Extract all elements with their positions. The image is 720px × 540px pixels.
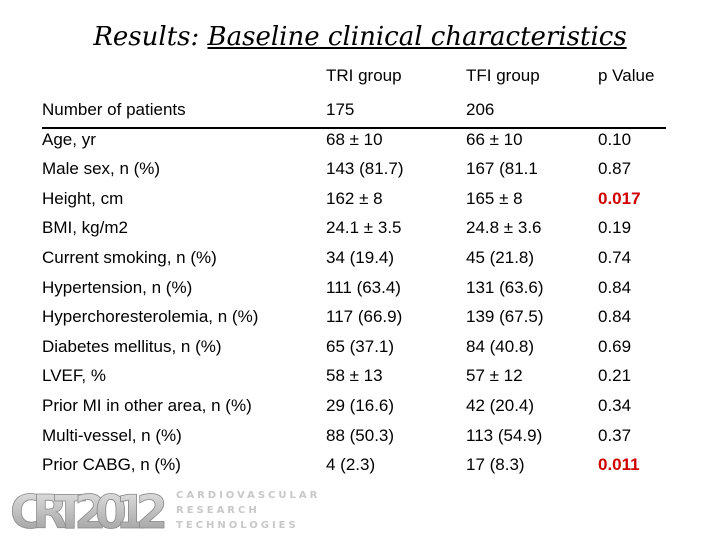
row-label: Age, yr xyxy=(42,130,96,149)
column-header-tfi: TFI group xyxy=(466,66,540,85)
row-label: Height, cm xyxy=(42,189,124,208)
p-value: 0.011 xyxy=(598,455,640,474)
tri-value: 117 (66.9) xyxy=(326,307,403,326)
tfi-value: 165 ± 8 xyxy=(466,189,523,208)
title-main: Baseline clinical characteristics xyxy=(207,22,627,52)
footer-band xyxy=(0,482,720,540)
row-label: Hyperchoresterolemia, n (%) xyxy=(42,307,259,326)
header-rule xyxy=(42,127,666,129)
row-label: Hypertension, n (%) xyxy=(42,278,193,297)
p-value: 0.21 xyxy=(598,366,632,385)
row-label: Diabetes mellitus, n (%) xyxy=(42,337,222,356)
tri-value: 24.1 ± 3.5 xyxy=(326,218,402,237)
crt-caption-line: RESEARCH xyxy=(176,505,260,516)
row-label: Multi-vessel, n (%) xyxy=(42,426,182,445)
p-value: 0.34 xyxy=(598,396,632,415)
crt-caption-line: TECHNOLOGIES xyxy=(176,520,299,531)
tri-value: 162 ± 8 xyxy=(326,189,383,208)
p-value: 0.10 xyxy=(598,130,632,149)
row-label: Prior MI in other area, n (%) xyxy=(42,396,252,415)
p-value: 0.37 xyxy=(598,426,632,445)
tri-value: 88 (50.3) xyxy=(326,426,395,445)
crt-logo-caption: CARDIOVASCULAR RESEARCH TECHNOLOGIES xyxy=(176,488,320,533)
title-prefix: Results: xyxy=(93,22,208,52)
p-value: 0.74 xyxy=(598,248,632,267)
tfi-value: 139 (67.5) xyxy=(466,307,544,326)
tfi-value: 113 (54.9) xyxy=(466,426,543,445)
tri-value: 175 xyxy=(326,100,355,119)
crt-caption-line: CARDIOVASCULAR xyxy=(176,490,321,501)
row-label: Current smoking, n (%) xyxy=(42,248,217,267)
tri-value: 68 ± 10 xyxy=(326,130,383,149)
tfi-value: 24.8 ± 3.6 xyxy=(466,218,542,237)
column-header-p: p Value xyxy=(598,66,655,85)
tfi-value: 167 (81.1 xyxy=(466,159,538,178)
p-value: 0.69 xyxy=(598,337,632,356)
tfi-value: 84 (40.8) xyxy=(466,337,535,356)
crt-logo-text: CRT2012 xyxy=(10,485,168,534)
tfi-value: 17 (8.3) xyxy=(466,455,525,474)
tfi-value: 45 (21.8) xyxy=(466,248,535,267)
tri-value: 34 (19.4) xyxy=(326,248,395,267)
tri-value: 65 (37.1) xyxy=(326,337,395,356)
p-value: 0.017 xyxy=(598,189,641,208)
tri-value: 111 (63.4) xyxy=(326,278,401,297)
p-value: 0.84 xyxy=(598,278,632,297)
slide-title: Results: Baseline clinical characteristi… xyxy=(0,22,720,52)
p-value: 0.84 xyxy=(598,307,632,326)
p-value: 0.19 xyxy=(598,218,632,237)
tfi-value: 57 ± 12 xyxy=(466,366,523,385)
tri-value: 58 ± 13 xyxy=(326,366,383,385)
row-label: LVEF, % xyxy=(42,366,106,385)
tfi-value: 66 ± 10 xyxy=(466,130,523,149)
column-header-tri: TRI group xyxy=(326,66,402,85)
row-label: Male sex, n (%) xyxy=(42,159,161,178)
tfi-value: 206 xyxy=(466,100,495,119)
row-label: Prior CABG, n (%) xyxy=(42,455,181,474)
row-label: BMI, kg/m2 xyxy=(42,218,128,237)
tri-value: 143 (81.7) xyxy=(326,159,404,178)
tri-value: 29 (16.6) xyxy=(326,396,395,415)
p-value: 0.87 xyxy=(598,159,632,178)
tfi-value: 131 (63.6) xyxy=(466,278,544,297)
row-label: Number of patients xyxy=(42,100,186,119)
crt-logo: CRT2012 xyxy=(10,485,168,534)
tfi-value: 42 (20.4) xyxy=(466,396,535,415)
tri-value: 4 (2.3) xyxy=(326,455,376,474)
